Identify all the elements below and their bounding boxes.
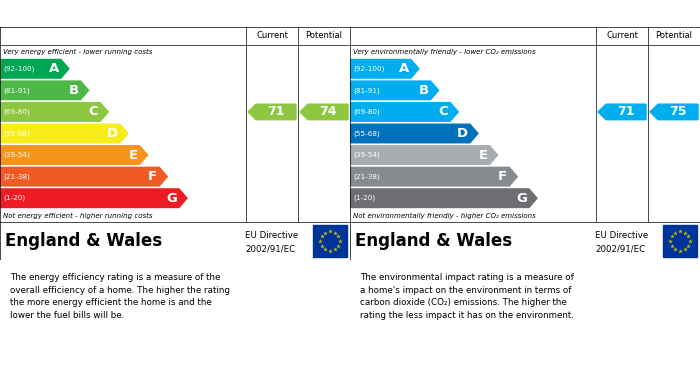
Polygon shape xyxy=(350,167,517,186)
Text: C: C xyxy=(89,106,98,118)
Text: EU Directive: EU Directive xyxy=(595,231,648,240)
Bar xyxy=(313,225,347,257)
Text: A: A xyxy=(398,62,409,75)
Text: 2002/91/EC: 2002/91/EC xyxy=(595,245,645,254)
Polygon shape xyxy=(350,81,439,100)
Bar xyxy=(663,225,697,257)
Text: Very environmentally friendly - lower CO₂ emissions: Very environmentally friendly - lower CO… xyxy=(353,48,536,55)
Polygon shape xyxy=(650,104,698,120)
Text: (39-54): (39-54) xyxy=(3,152,29,158)
Polygon shape xyxy=(300,104,348,120)
Text: (39-54): (39-54) xyxy=(353,152,379,158)
Text: 75: 75 xyxy=(669,106,687,118)
Text: (1-20): (1-20) xyxy=(3,195,25,201)
Text: (55-68): (55-68) xyxy=(353,130,379,137)
Text: F: F xyxy=(498,170,508,183)
Text: (92-100): (92-100) xyxy=(353,66,384,72)
Text: England & Wales: England & Wales xyxy=(5,232,162,250)
Text: G: G xyxy=(166,192,177,205)
Text: Potential: Potential xyxy=(655,32,692,41)
Polygon shape xyxy=(350,103,458,121)
Polygon shape xyxy=(0,81,89,100)
Text: (69-80): (69-80) xyxy=(3,109,29,115)
Polygon shape xyxy=(350,59,419,78)
Text: (21-38): (21-38) xyxy=(353,173,379,180)
Text: The energy efficiency rating is a measure of the
overall efficiency of a home. T: The energy efficiency rating is a measur… xyxy=(10,273,230,319)
Text: The environmental impact rating is a measure of
a home's impact on the environme: The environmental impact rating is a mea… xyxy=(360,273,575,319)
Text: Potential: Potential xyxy=(305,32,342,41)
Text: (21-38): (21-38) xyxy=(3,173,29,180)
Polygon shape xyxy=(0,124,128,143)
Polygon shape xyxy=(248,104,296,120)
Text: EU Directive: EU Directive xyxy=(245,231,298,240)
Polygon shape xyxy=(350,146,498,164)
Text: England & Wales: England & Wales xyxy=(355,232,512,250)
Text: 74: 74 xyxy=(319,106,337,118)
Text: (81-91): (81-91) xyxy=(353,87,379,93)
Text: E: E xyxy=(129,149,138,161)
Text: Current: Current xyxy=(606,32,638,41)
Text: C: C xyxy=(439,106,448,118)
Polygon shape xyxy=(0,189,187,208)
Polygon shape xyxy=(598,104,646,120)
Text: 2002/91/EC: 2002/91/EC xyxy=(245,245,295,254)
Polygon shape xyxy=(0,167,167,186)
Text: B: B xyxy=(69,84,78,97)
Text: D: D xyxy=(107,127,118,140)
Polygon shape xyxy=(0,59,69,78)
Text: Not environmentally friendly - higher CO₂ emissions: Not environmentally friendly - higher CO… xyxy=(353,212,536,219)
Text: Current: Current xyxy=(256,32,288,41)
Text: 71: 71 xyxy=(267,106,285,118)
Text: G: G xyxy=(516,192,527,205)
Polygon shape xyxy=(350,189,537,208)
Text: Energy Efficiency Rating: Energy Efficiency Rating xyxy=(8,7,172,20)
Text: 71: 71 xyxy=(617,106,635,118)
Text: (81-91): (81-91) xyxy=(3,87,29,93)
Text: Not energy efficient - higher running costs: Not energy efficient - higher running co… xyxy=(3,212,153,219)
Polygon shape xyxy=(350,124,478,143)
Text: D: D xyxy=(457,127,468,140)
Polygon shape xyxy=(0,146,148,164)
Text: (69-80): (69-80) xyxy=(353,109,379,115)
Text: (92-100): (92-100) xyxy=(3,66,34,72)
Text: E: E xyxy=(479,149,488,161)
Text: (55-68): (55-68) xyxy=(3,130,29,137)
Text: F: F xyxy=(148,170,158,183)
Polygon shape xyxy=(0,103,108,121)
Text: A: A xyxy=(48,62,59,75)
Text: B: B xyxy=(419,84,428,97)
Text: Environmental Impact (CO₂) Rating: Environmental Impact (CO₂) Rating xyxy=(358,7,591,20)
Text: (1-20): (1-20) xyxy=(353,195,375,201)
Text: Very energy efficient - lower running costs: Very energy efficient - lower running co… xyxy=(3,48,153,55)
